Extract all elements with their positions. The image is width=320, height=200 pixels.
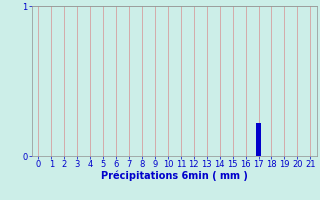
X-axis label: Précipitations 6min ( mm ): Précipitations 6min ( mm ) — [101, 171, 248, 181]
Bar — [256, 123, 261, 156]
